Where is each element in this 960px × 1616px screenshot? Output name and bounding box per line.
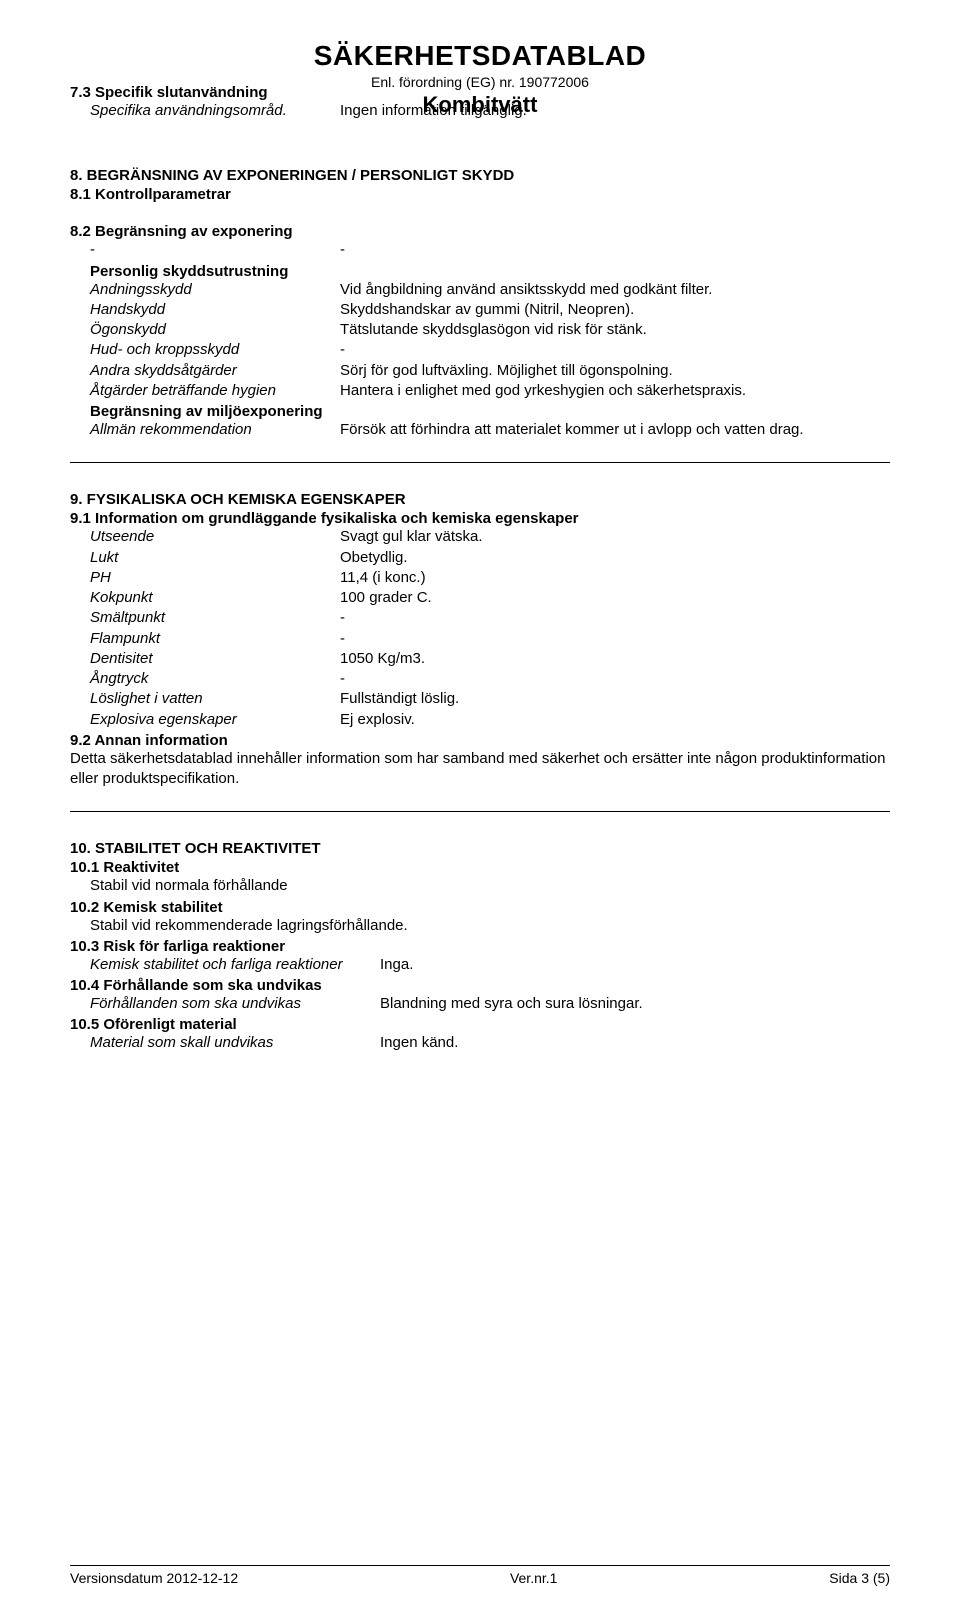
dash-left: - xyxy=(90,240,340,260)
explosive-label: Explosiva egenskaper xyxy=(90,710,340,730)
env-label: Allmän rekommendation xyxy=(90,420,340,440)
section-10-4-label: Förhållanden som ska undvikas xyxy=(90,994,380,1014)
footer-divider xyxy=(70,1565,890,1566)
density-label: Dentisitet xyxy=(90,649,340,669)
skin-value: - xyxy=(340,340,890,360)
section-10-3-label: Kemisk stabilitet och farliga reaktioner xyxy=(90,955,380,975)
section-10-2-text: Stabil vid rekommenderade lagringsförhål… xyxy=(90,916,890,936)
section-10-4-value: Blandning med syra och sura lösningar. xyxy=(380,994,890,1014)
section-10-5-value: Ingen känd. xyxy=(380,1033,890,1053)
section-9-heading: 9. FYSIKALISKA OCH KEMISKA EGENSKAPER xyxy=(70,491,890,508)
specific-use-label: Specifika användningsområd. xyxy=(90,101,340,121)
specific-use-value: Ingen information tillgänglig. xyxy=(340,101,890,121)
section-10-1-heading: 10.1 Reaktivitet xyxy=(70,859,890,876)
dash-right: - xyxy=(340,240,890,260)
hand-label: Handskydd xyxy=(90,300,340,320)
other-label: Andra skyddsåtgärder xyxy=(90,361,340,381)
resp-label: Andningsskydd xyxy=(90,280,340,300)
hand-value: Skyddshandskar av gummi (Nitril, Neopren… xyxy=(340,300,890,320)
footer-page-number: Sida 3 (5) xyxy=(829,1570,890,1586)
section-10-5-heading: 10.5 Oförenligt material xyxy=(70,1016,890,1033)
section-10-3-value: Inga. xyxy=(380,955,890,975)
eye-label: Ögonskydd xyxy=(90,320,340,340)
footer-version-date: Versionsdatum 2012-12-12 xyxy=(70,1570,238,1586)
boil-value: 100 grader C. xyxy=(340,588,890,608)
ppe-heading: Personlig skyddsutrustning xyxy=(90,263,890,280)
flash-value: - xyxy=(340,629,890,649)
solubility-label: Löslighet i vatten xyxy=(90,689,340,709)
odor-value: Obetydlig. xyxy=(340,548,890,568)
vapor-value: - xyxy=(340,669,890,689)
doc-title: SÄKERHETSDATABLAD xyxy=(70,40,890,72)
section-8-2-heading: 8.2 Begränsning av exponering xyxy=(70,223,890,240)
eye-value: Tätslutande skyddsglasögon vid risk för … xyxy=(340,320,890,340)
appearance-value: Svagt gul klar vätska. xyxy=(340,527,890,547)
section-10-2-heading: 10.2 Kemisk stabilitet xyxy=(70,899,890,916)
boil-label: Kokpunkt xyxy=(90,588,340,608)
divider xyxy=(70,811,890,812)
section-10-1-text: Stabil vid normala förhållande xyxy=(90,876,890,896)
divider xyxy=(70,462,890,463)
env-heading: Begränsning av miljöexponering xyxy=(90,403,890,420)
section-10-5-label: Material som skall undvikas xyxy=(90,1033,380,1053)
page: SÄKERHETSDATABLAD Enl. förordning (EG) n… xyxy=(0,0,960,1616)
melt-label: Smältpunkt xyxy=(90,608,340,628)
skin-label: Hud- och kroppsskydd xyxy=(90,340,340,360)
section-10-4-heading: 10.4 Förhållande som ska undvikas xyxy=(70,977,890,994)
section-10-heading: 10. STABILITET OCH REAKTIVITET xyxy=(70,840,890,857)
appearance-label: Utseende xyxy=(90,527,340,547)
explosive-value: Ej explosiv. xyxy=(340,710,890,730)
melt-value: - xyxy=(340,608,890,628)
ph-value: 11,4 (i konc.) xyxy=(340,568,890,588)
hyg-label: Åtgärder beträffande hygien xyxy=(90,381,340,401)
solubility-value: Fullständigt löslig. xyxy=(340,689,890,709)
resp-value: Vid ångbildning använd ansiktsskydd med … xyxy=(340,280,890,300)
section-10-3-heading: 10.3 Risk för farliga reaktioner xyxy=(70,938,890,955)
footer-version-number: Ver.nr.1 xyxy=(510,1570,557,1586)
footer: Versionsdatum 2012-12-12 Ver.nr.1 Sida 3… xyxy=(70,1565,890,1586)
ph-label: PH xyxy=(90,568,340,588)
section-9-1-heading: 9.1 Information om grundläggande fysikal… xyxy=(70,510,890,527)
density-value: 1050 Kg/m3. xyxy=(340,649,890,669)
odor-label: Lukt xyxy=(90,548,340,568)
section-8-heading: 8. BEGRÄNSNING AV EXPONERINGEN / PERSONL… xyxy=(70,167,890,184)
hyg-value: Hantera i enlighet med god yrkeshygien o… xyxy=(340,381,890,401)
section-9-2-text: Detta säkerhetsdatablad innehåller infor… xyxy=(70,749,890,790)
env-value: Försök att förhindra att materialet komm… xyxy=(340,420,890,440)
section-8-1-heading: 8.1 Kontrollparametrar xyxy=(70,186,890,203)
other-value: Sörj för god luftväxling. Möjlighet till… xyxy=(340,361,890,381)
section-9-2-heading: 9.2 Annan information xyxy=(70,732,890,749)
flash-label: Flampunkt xyxy=(90,629,340,649)
vapor-label: Ångtryck xyxy=(90,669,340,689)
